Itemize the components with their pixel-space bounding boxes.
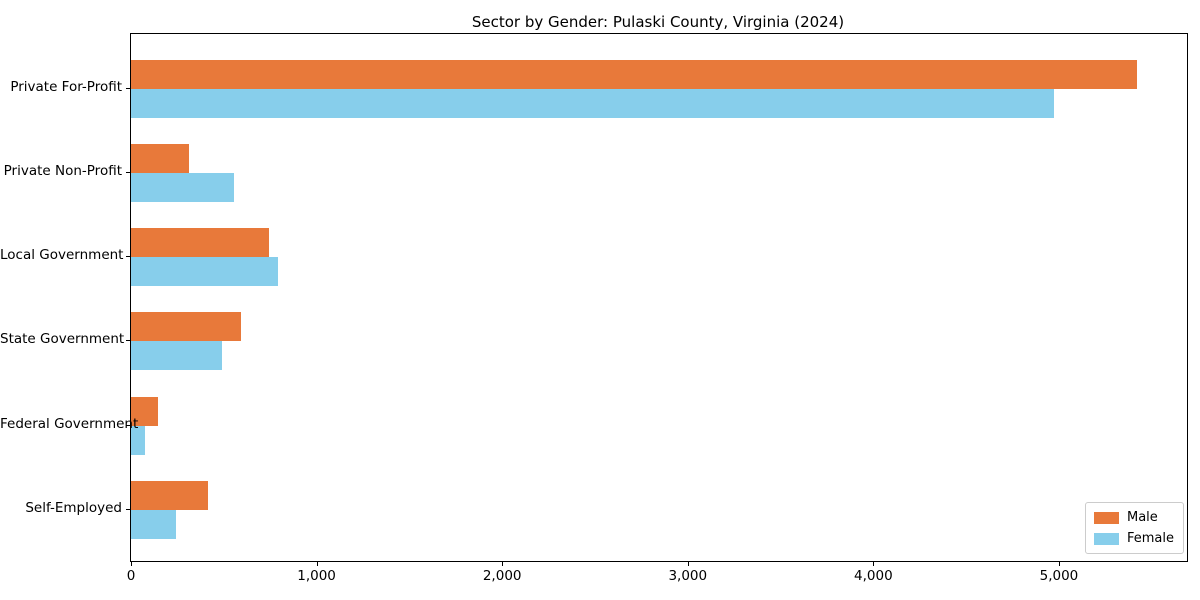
bar-female-local-government xyxy=(131,257,278,287)
legend-label-male: Male xyxy=(1126,510,1158,525)
y-tick-self-employed xyxy=(126,508,130,510)
x-tick-2000 xyxy=(502,562,504,566)
bar-male-federal-government xyxy=(131,396,158,426)
plot-area: Male Female xyxy=(130,33,1188,562)
x-tick-label-1000: 1,000 xyxy=(297,568,336,584)
legend-swatch-female xyxy=(1093,532,1119,545)
bar-male-state-government xyxy=(131,312,242,342)
y-tick-federal-government xyxy=(126,424,130,426)
bar-female-private-for-profit xyxy=(131,88,1055,118)
y-tick-state-government xyxy=(126,340,130,342)
y-tick-label-private-for-profit: Private For-Profit xyxy=(10,78,122,95)
bar-female-self-employed xyxy=(131,509,177,539)
legend-label-female: Female xyxy=(1126,531,1174,546)
x-tick-1000 xyxy=(316,562,318,566)
legend-item-male: Male xyxy=(1093,510,1174,525)
y-tick-private-for-profit xyxy=(126,87,130,89)
y-tick-local-government xyxy=(126,256,130,258)
x-tick-label-5000: 5,000 xyxy=(1039,568,1079,584)
y-tick-label-federal-government: Federal Government xyxy=(0,415,139,432)
bar-female-federal-government xyxy=(131,425,145,455)
y-tick-label-private-non-profit: Private Non-Profit xyxy=(3,162,122,179)
x-tick-label-0: 0 xyxy=(126,568,136,584)
x-tick-label-3000: 3,000 xyxy=(668,568,708,584)
legend-swatch-male xyxy=(1093,511,1119,524)
chart-title: Sector by Gender: Pulaski County, Virgin… xyxy=(471,13,845,31)
x-tick-4000 xyxy=(873,562,875,566)
bar-male-private-for-profit xyxy=(131,59,1137,89)
bar-male-local-government xyxy=(131,228,270,258)
x-tick-3000 xyxy=(687,562,689,566)
x-tick-5000 xyxy=(1058,562,1060,566)
x-tick-label-2000: 2,000 xyxy=(482,568,522,584)
legend-item-female: Female xyxy=(1093,531,1174,546)
y-tick-label-local-government: Local Government xyxy=(0,247,124,264)
bar-female-state-government xyxy=(131,341,222,371)
x-tick-0 xyxy=(131,562,132,566)
x-tick-label-4000: 4,000 xyxy=(854,568,893,584)
bar-male-private-non-profit xyxy=(131,143,190,173)
legend: Male Female xyxy=(1084,502,1184,554)
bar-female-private-non-profit xyxy=(131,172,234,202)
bar-male-self-employed xyxy=(131,480,209,510)
y-tick-label-state-government: State Government xyxy=(0,331,125,348)
y-tick-label-self-employed: Self-Employed xyxy=(25,499,122,516)
y-tick-private-non-profit xyxy=(126,171,130,173)
